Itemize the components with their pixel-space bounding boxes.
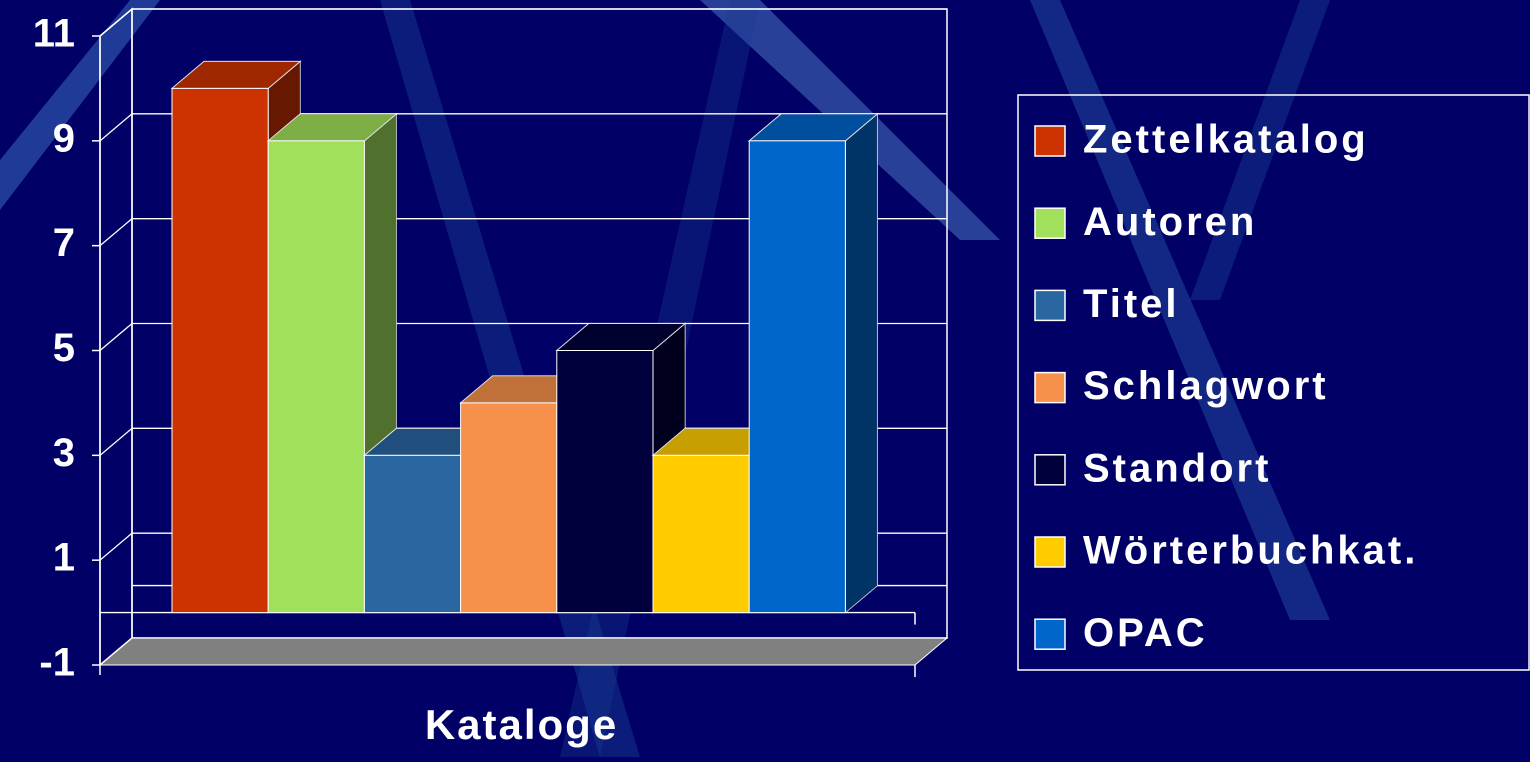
grid-line xyxy=(99,113,947,142)
y-tick-label: 5 xyxy=(53,326,75,370)
y-tick-label: 1 xyxy=(53,536,75,580)
legend-swatch xyxy=(1034,125,1066,157)
bar xyxy=(267,140,365,614)
legend-box xyxy=(1017,94,1530,671)
bg-stripe xyxy=(1030,0,1330,620)
bar-top-shade xyxy=(172,61,301,89)
x-tick-label: Kataloge xyxy=(425,701,618,748)
y-tick-label: -1 xyxy=(39,641,75,685)
bar xyxy=(652,454,750,614)
legend-label: Wörterbuchkat. xyxy=(1083,529,1418,573)
bg-stripe xyxy=(1190,0,1330,300)
legend-swatch xyxy=(1034,536,1066,568)
y-tick-label: 7 xyxy=(53,221,75,265)
legend-label: Schlagwort xyxy=(1083,364,1329,408)
bar-top-shade xyxy=(749,113,878,141)
bar xyxy=(171,87,269,614)
bar-top-shade xyxy=(556,323,685,351)
legend-label: OPAC xyxy=(1083,611,1208,655)
legend-swatch xyxy=(1034,207,1066,239)
bar xyxy=(460,402,558,614)
bar xyxy=(556,350,654,614)
floor xyxy=(98,637,949,666)
legend-label: Standort xyxy=(1083,446,1271,490)
legend-label: Zettelkatalog xyxy=(1083,118,1369,162)
bar-side-shade xyxy=(845,113,878,613)
legend-swatch xyxy=(1034,454,1066,486)
grid-line xyxy=(99,637,947,666)
legend-swatch xyxy=(1034,289,1066,322)
legend-label: Titel xyxy=(1083,282,1180,326)
bar xyxy=(748,140,846,614)
bg-stripe xyxy=(0,0,160,210)
y-tick-label: 11 xyxy=(33,12,75,56)
bar xyxy=(363,454,462,614)
grid-line xyxy=(99,8,947,37)
legend-swatch xyxy=(1034,618,1066,650)
bar-top-shade xyxy=(268,113,397,141)
y-tick-label: 9 xyxy=(53,116,75,160)
y-tick-label: 3 xyxy=(53,431,75,475)
grid-line xyxy=(99,218,947,247)
legend-label: Autoren xyxy=(1083,200,1257,244)
legend-swatch xyxy=(1034,371,1066,404)
